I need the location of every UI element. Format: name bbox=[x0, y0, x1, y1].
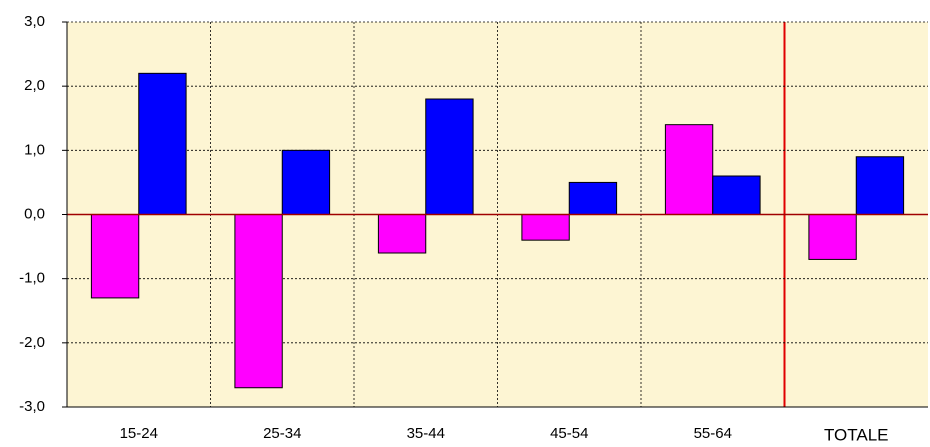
y-tick-label: 3,0 bbox=[24, 13, 45, 30]
y-tick-label: 0,0 bbox=[24, 205, 45, 222]
x-tick-label: 35-44 bbox=[407, 425, 445, 442]
y-tick-label: 2,0 bbox=[24, 77, 45, 94]
bar bbox=[90, 214, 140, 299]
bar bbox=[664, 124, 714, 215]
x-tick-label: 55-64 bbox=[694, 425, 732, 442]
y-tick-label: -3,0 bbox=[19, 398, 45, 415]
bar bbox=[138, 72, 187, 216]
x-tick-label: 25-34 bbox=[263, 425, 301, 442]
bar bbox=[568, 181, 618, 216]
bar bbox=[712, 175, 761, 215]
bar bbox=[234, 214, 283, 389]
bar bbox=[377, 214, 427, 254]
bar bbox=[855, 156, 905, 215]
y-tick-label: 1,0 bbox=[24, 141, 45, 158]
bar bbox=[425, 98, 474, 215]
y-tick-label: -2,0 bbox=[19, 334, 45, 351]
bar bbox=[808, 214, 857, 260]
y-tick-label: -1,0 bbox=[19, 270, 45, 287]
bar bbox=[281, 149, 331, 215]
x-tick-label: TOTALE bbox=[824, 425, 889, 444]
bar bbox=[521, 214, 570, 241]
x-tick-label: 15-24 bbox=[120, 425, 158, 442]
x-tick-label: 45-54 bbox=[550, 425, 588, 442]
